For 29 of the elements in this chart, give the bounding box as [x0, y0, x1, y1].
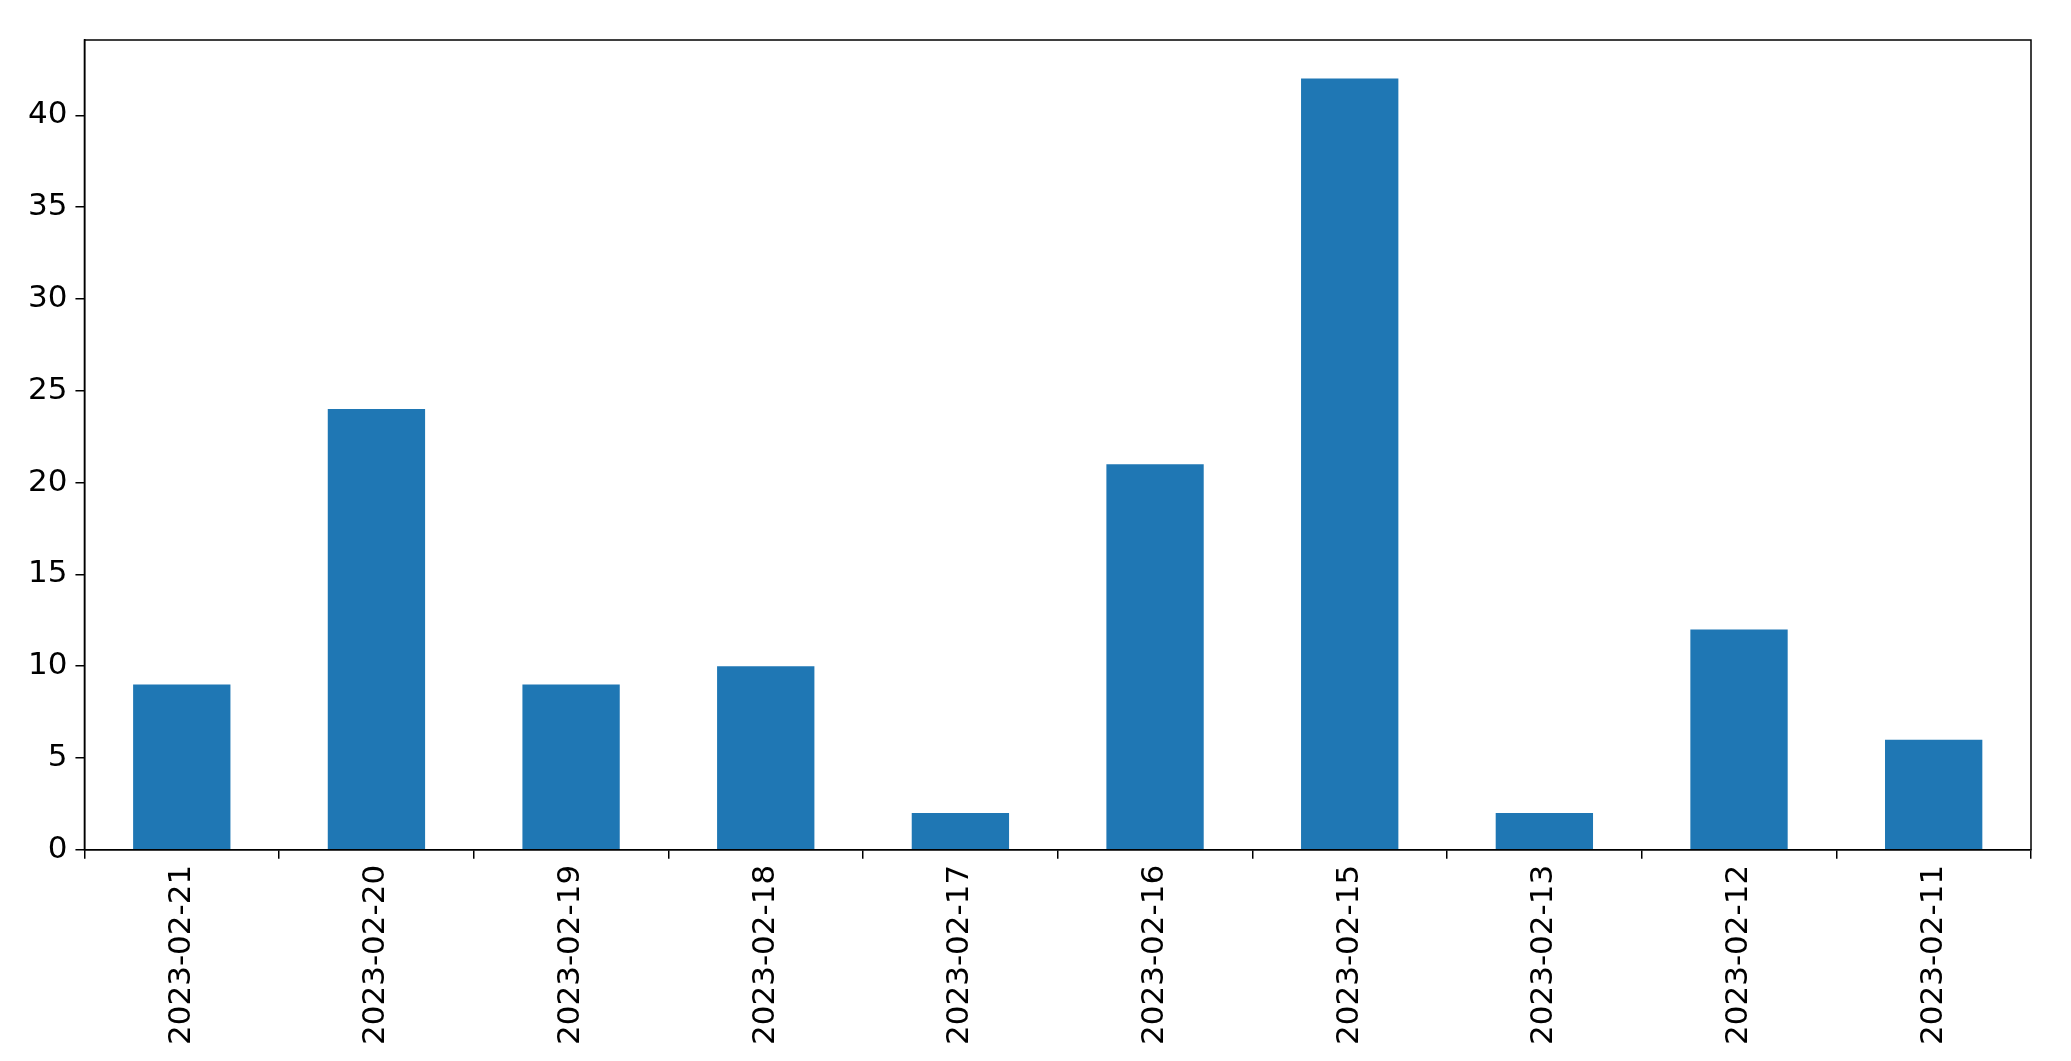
y-tick-label: 0 [47, 828, 68, 865]
y-tick-label: 30 [27, 277, 68, 314]
bar [911, 813, 1010, 850]
bar [1495, 813, 1594, 850]
bar [717, 666, 815, 850]
y-tick-label: 35 [27, 186, 68, 223]
y-tick-label: 10 [27, 645, 68, 682]
x-tick-label: 2023-02-17 [939, 864, 976, 1046]
y-tick-label: 20 [27, 461, 68, 498]
bar [1885, 739, 1983, 850]
y-tick-label: 5 [47, 737, 68, 774]
bar [1301, 78, 1399, 850]
bar [1690, 629, 1788, 850]
y-tick-label: 40 [27, 94, 68, 131]
bar [327, 409, 426, 850]
x-tick-label: 2023-02-11 [1912, 864, 1949, 1046]
x-tick-label: 2023-02-21 [160, 864, 197, 1046]
bar [133, 684, 231, 850]
x-tick-label: 2023-02-18 [744, 864, 781, 1046]
x-tick-label: 2023-02-20 [355, 864, 392, 1046]
x-tick-label: 2023-02-19 [550, 864, 587, 1046]
bar [1106, 464, 1204, 850]
x-tick-label: 2023-02-15 [1328, 864, 1365, 1046]
x-tick-label: 2023-02-16 [1134, 864, 1171, 1046]
x-tick-label: 2023-02-12 [1718, 864, 1755, 1046]
y-tick-label: 25 [27, 369, 68, 406]
y-tick-label: 15 [27, 553, 68, 590]
x-tick-label: 2023-02-13 [1523, 864, 1560, 1046]
bar [522, 684, 620, 850]
